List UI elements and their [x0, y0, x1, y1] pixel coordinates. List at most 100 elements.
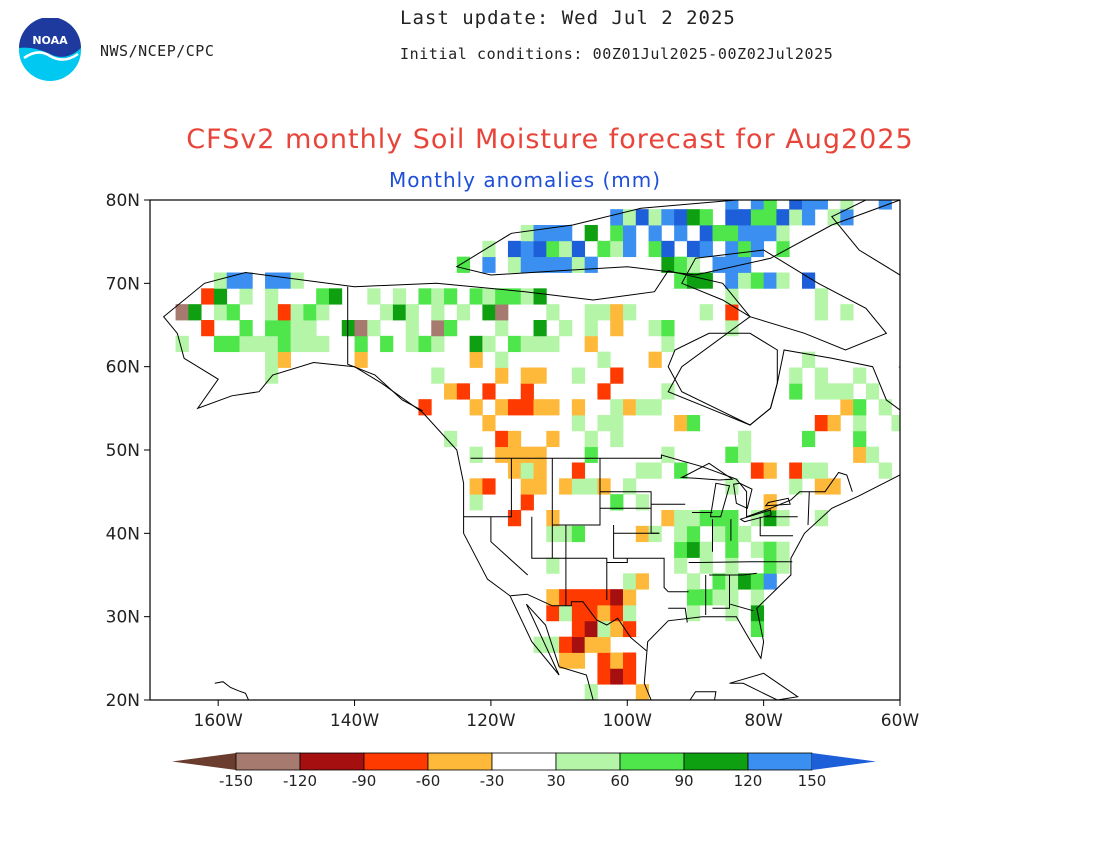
- anomaly-cell: [265, 351, 279, 368]
- anomaly-cell: [495, 367, 509, 384]
- anomaly-cell: [277, 272, 292, 289]
- anomaly-cell: [738, 256, 752, 273]
- anomaly-cell: [328, 288, 343, 305]
- anomaly-cell: [469, 335, 483, 353]
- anomaly-cell: [789, 462, 803, 479]
- anomaly-cell: [840, 200, 854, 210]
- anomaly-cell: [265, 335, 279, 353]
- anomaly-cell: [648, 399, 662, 416]
- anomaly-cell: [520, 225, 534, 242]
- anomaly-cell: [597, 668, 611, 685]
- anomaly-cell: [623, 668, 637, 685]
- anomaly-cell: [239, 288, 253, 305]
- anomaly-cell: [495, 304, 509, 321]
- anomaly-cell: [674, 462, 688, 479]
- anomaly-cell: [674, 415, 688, 432]
- anomaly-cell: [801, 209, 816, 226]
- anomaly-cell: [725, 272, 739, 289]
- state-border: [606, 558, 628, 563]
- anomaly-cell: [559, 636, 573, 653]
- colorbar-swatch: [363, 752, 429, 771]
- colorbar-label: -30: [480, 772, 505, 790]
- anomaly-cell: [610, 494, 624, 511]
- anomaly-cell: [316, 304, 330, 321]
- anomaly-cell: [507, 288, 522, 305]
- anomaly-cell: [750, 240, 765, 258]
- anomaly-cell: [635, 462, 649, 479]
- anomaly-cell: [840, 209, 854, 226]
- anomaly-cell: [469, 478, 483, 495]
- anomaly-cell: [648, 525, 662, 543]
- anomaly-cell: [507, 446, 522, 463]
- anomaly-cell: [380, 335, 394, 353]
- anomaly-cell: [661, 256, 675, 273]
- anomaly-cell: [482, 335, 496, 353]
- y-tick-label: 40N: [106, 524, 140, 544]
- anomaly-cell: [354, 351, 368, 368]
- anomaly-cell: [316, 335, 330, 353]
- anomaly-cell: [699, 240, 713, 258]
- anomaly-cell: [546, 256, 560, 273]
- anomaly-cell: [674, 256, 688, 273]
- anomaly-cell: [648, 320, 662, 337]
- anomaly-cell: [482, 478, 496, 495]
- anomaly-cell: [763, 573, 777, 590]
- anomaly-cell: [648, 462, 662, 479]
- anomaly-cell: [661, 446, 675, 463]
- anomaly-cell: [533, 462, 547, 479]
- anomaly-cell: [750, 462, 765, 479]
- anomaly-cell: [239, 272, 253, 289]
- anomaly-cell: [699, 225, 713, 242]
- anomaly-cell: [840, 383, 854, 400]
- anomaly-cell: [571, 415, 586, 432]
- state-border: [709, 572, 757, 576]
- anomaly-cell: [380, 304, 394, 321]
- anomaly-cell: [571, 462, 586, 479]
- anomaly-cell: [277, 304, 292, 321]
- anomaly-cell: [546, 636, 560, 653]
- anomaly-cell: [469, 446, 483, 463]
- anomaly-cell: [725, 288, 739, 305]
- anomaly-cell: [507, 430, 522, 448]
- anomaly-cell: [827, 415, 841, 432]
- colorbar-swatch: [555, 752, 621, 771]
- anomaly-cell: [418, 399, 432, 416]
- anomaly-cell: [750, 620, 765, 638]
- anomaly-cell: [597, 351, 611, 368]
- anomaly-cell: [776, 541, 790, 558]
- anomaly-cell: [431, 288, 445, 305]
- anomaly-cell: [725, 510, 739, 527]
- anomaly-cell: [648, 351, 662, 368]
- anomaly-cell: [725, 573, 739, 590]
- anomaly-cell: [712, 225, 726, 242]
- anomaly-cell: [546, 430, 560, 448]
- anomaly-cell: [661, 320, 675, 337]
- anomaly-cell: [571, 636, 586, 653]
- anomaly-cell: [686, 240, 701, 258]
- anomaly-cell: [520, 335, 534, 353]
- anomaly-cell: [533, 320, 547, 337]
- anomaly-cell: [495, 446, 509, 463]
- anomaly-cell: [226, 335, 240, 353]
- anomaly-cell: [674, 510, 688, 527]
- anomaly-cell: [763, 272, 777, 289]
- anomaly-cell: [533, 256, 547, 273]
- anomaly-cell: [546, 225, 560, 242]
- anomaly-cell: [725, 589, 739, 606]
- anomaly-cell: [814, 478, 828, 495]
- x-tick-label: 120W: [466, 711, 515, 731]
- anomaly-cell: [686, 525, 701, 543]
- anomaly-cell: [495, 351, 509, 368]
- anomaly-cell: [277, 335, 292, 353]
- anomaly-cell: [776, 510, 790, 527]
- anomaly-cell: [597, 383, 611, 400]
- anomaly-cell: [495, 288, 509, 305]
- anomaly-cell: [175, 304, 189, 321]
- anomaly-cell: [686, 510, 701, 527]
- anomaly-cell: [354, 320, 368, 337]
- border-alaska: [347, 286, 423, 412]
- anomaly-cell: [827, 209, 841, 226]
- anomaly-cell: [546, 304, 560, 321]
- anomaly-cell: [584, 589, 598, 606]
- coastline-hispaniola: [805, 702, 843, 719]
